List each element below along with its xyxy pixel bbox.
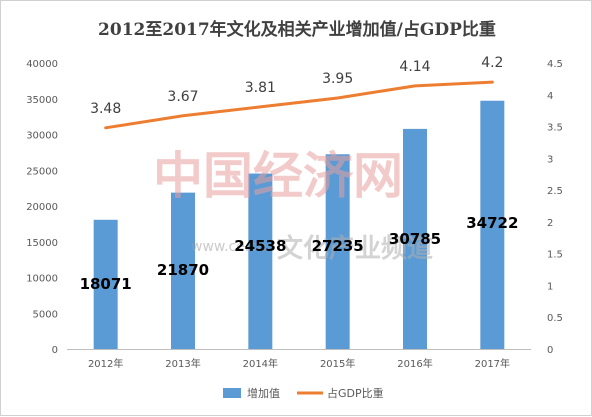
right-axis-tick-label: 0	[547, 345, 553, 356]
bar-data-label: 34722	[466, 214, 518, 232]
bar	[403, 128, 427, 349]
legend: 增加值 占GDP比重	[223, 386, 384, 400]
bar	[248, 173, 273, 349]
x-axis: 2012年 2013年 2014年 2015年 2016年 2017年	[67, 349, 531, 370]
bar-data-label: 24538	[234, 237, 286, 255]
left-axis-tick-label: 20000	[26, 202, 58, 213]
right-axis-tick-label: 2	[547, 218, 553, 229]
bar	[480, 100, 505, 349]
watermark-brand: 中国经济网	[153, 146, 403, 205]
left-axis-tick-label: 35000	[26, 95, 58, 106]
left-axis-tick-label: 40000	[26, 59, 58, 70]
x-axis-tick-label: 2012年	[88, 357, 123, 370]
right-axis-tick-label: 3	[547, 154, 553, 165]
bar-data-label: 21870	[157, 261, 209, 279]
left-axis-tick-label: 30000	[26, 131, 58, 142]
left-axis-tick-label: 10000	[26, 274, 58, 285]
x-axis-tick-label: 2013年	[165, 357, 200, 370]
right-axis-tick-label: 4	[547, 91, 553, 102]
watermark-url: www.ce.cn	[191, 239, 266, 255]
bar-series	[93, 100, 505, 349]
right-axis-tick-label: 0.5	[547, 313, 563, 324]
watermark: 中国经济网 www.ce.cn 文化产业频道	[153, 146, 433, 264]
bar-data-label: 27235	[312, 237, 364, 255]
right-axis-tick-label: 1	[547, 281, 553, 292]
bar-data-label: 18071	[80, 275, 132, 293]
watermark-tagline: 文化产业频道	[277, 233, 433, 264]
left-axis-tick-label: 15000	[26, 238, 58, 249]
right-axis-tick-label: 4.5	[547, 59, 563, 70]
line-data-label: 4.14	[399, 59, 430, 75]
x-axis-tick-label: 2017年	[475, 357, 510, 370]
bar-data-labels: 18071 21870 24538 27235 30785 34722	[80, 214, 519, 293]
bar	[171, 192, 195, 349]
right-axis-tick-label: 3.5	[547, 123, 563, 134]
line-data-label: 3.67	[167, 89, 198, 105]
left-axis-tick-label: 25000	[26, 166, 58, 177]
x-axis-tick-label: 2014年	[243, 357, 278, 370]
right-axis: 0 0.5 1 1.5 2 2.5 3 3.5 4 4.5	[547, 59, 563, 356]
left-axis-tick-label: 5000	[33, 309, 58, 320]
chart-title: 2012至2017年文化及相关产业增加值/占GDP比重	[98, 19, 496, 40]
line-data-label: 3.95	[322, 71, 353, 87]
legend-label-bar: 增加值	[247, 386, 280, 400]
line-data-label: 3.48	[90, 101, 121, 117]
x-axis-tick-label: 2016年	[397, 357, 432, 370]
bar	[325, 154, 350, 349]
left-axis: 0 5000 10000 15000 20000 25000 30000 35000 40000	[26, 59, 58, 356]
line-data-label: 3.81	[245, 80, 276, 96]
bar	[93, 219, 118, 349]
x-axis-tick-label: 2015年	[320, 357, 355, 370]
line-path	[104, 80, 494, 130]
legend-label-line: 占GDP比重	[327, 386, 384, 400]
right-axis-tick-label: 2.5	[547, 186, 563, 197]
legend-swatch-bar	[223, 388, 241, 398]
line-series	[104, 80, 494, 130]
line-data-labels: 3.48 3.67 3.81 3.95 4.14 4.2	[90, 55, 503, 117]
line-data-label: 4.2	[481, 55, 503, 71]
bar-data-label: 30785	[389, 230, 441, 248]
left-axis-tick-label: 0	[52, 345, 58, 356]
right-axis-tick-label: 1.5	[547, 250, 563, 261]
